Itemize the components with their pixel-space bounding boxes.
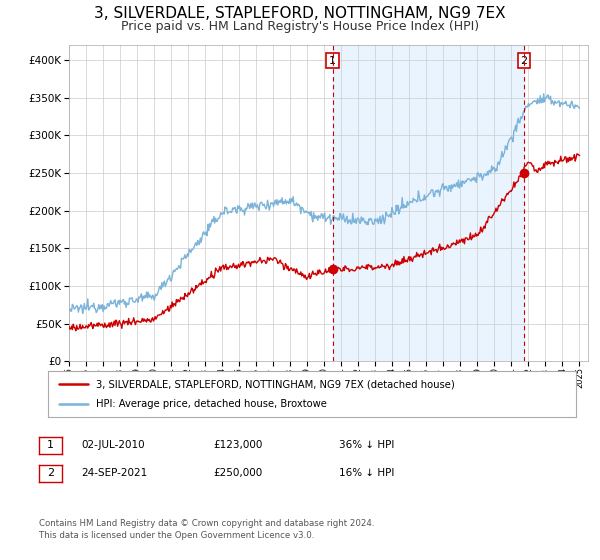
Text: 1: 1 <box>47 440 54 450</box>
Text: 02-JUL-2010: 02-JUL-2010 <box>81 440 145 450</box>
Text: 36% ↓ HPI: 36% ↓ HPI <box>339 440 394 450</box>
Text: Price paid vs. HM Land Registry's House Price Index (HPI): Price paid vs. HM Land Registry's House … <box>121 20 479 34</box>
Text: £250,000: £250,000 <box>213 468 262 478</box>
Text: 3, SILVERDALE, STAPLEFORD, NOTTINGHAM, NG9 7EX (detached house): 3, SILVERDALE, STAPLEFORD, NOTTINGHAM, N… <box>95 379 454 389</box>
Text: 3, SILVERDALE, STAPLEFORD, NOTTINGHAM, NG9 7EX: 3, SILVERDALE, STAPLEFORD, NOTTINGHAM, N… <box>94 7 506 21</box>
Text: £123,000: £123,000 <box>213 440 262 450</box>
Text: Contains HM Land Registry data © Crown copyright and database right 2024.
This d: Contains HM Land Registry data © Crown c… <box>39 519 374 540</box>
Text: 2: 2 <box>47 468 54 478</box>
Text: 24-SEP-2021: 24-SEP-2021 <box>81 468 147 478</box>
Text: 2: 2 <box>520 55 527 66</box>
Text: 1: 1 <box>329 55 336 66</box>
Bar <box>333 45 524 361</box>
Text: HPI: Average price, detached house, Broxtowe: HPI: Average price, detached house, Brox… <box>95 399 326 409</box>
Text: 16% ↓ HPI: 16% ↓ HPI <box>339 468 394 478</box>
